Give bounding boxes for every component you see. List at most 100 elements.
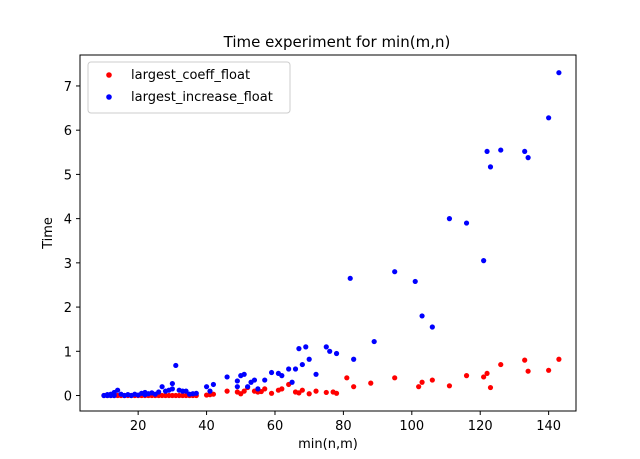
point-largest-increase-float-24	[169, 380, 175, 387]
point-largest-increase-float-75	[546, 115, 552, 121]
point-largest-increase-float-46	[268, 369, 275, 376]
point-largest-coeff-float-59	[429, 377, 435, 383]
point-largest-increase-float-36	[224, 374, 230, 380]
point-largest-coeff-float-57	[416, 384, 422, 390]
point-largest-increase-float-67	[446, 216, 453, 222]
point-largest-increase-float-66	[429, 324, 435, 330]
x-tick-label-100: 100	[399, 419, 424, 434]
point-largest-increase-float-53	[299, 361, 305, 368]
point-largest-increase-float-71	[487, 164, 494, 170]
point-largest-increase-float-64	[412, 278, 418, 285]
y-tick-label-6: 6	[64, 124, 72, 139]
point-largest-increase-float-70	[484, 148, 490, 155]
point-largest-increase-float-54	[303, 344, 309, 350]
point-largest-coeff-float-66	[522, 357, 528, 363]
legend-box	[87, 61, 291, 114]
y-tick-label-7: 7	[64, 80, 72, 95]
point-largest-increase-float-59	[333, 350, 340, 357]
x-tick-label-40: 40	[198, 419, 215, 434]
point-largest-increase-float-37	[234, 378, 240, 384]
point-largest-coeff-float-35	[241, 388, 247, 394]
point-largest-coeff-float-63	[484, 370, 490, 377]
point-largest-increase-float-73	[522, 148, 528, 155]
legend-marker-largest-coeff-float	[106, 72, 112, 78]
x-axis-ticks: 20 40 60 80 100 120 140	[130, 411, 561, 434]
point-largest-increase-float-49	[286, 366, 292, 372]
x-tick-label-20: 20	[130, 419, 147, 434]
y-tick-label-4: 4	[64, 213, 72, 228]
point-largest-coeff-float-65	[498, 361, 504, 368]
point-largest-increase-float-20	[156, 389, 162, 395]
point-largest-coeff-float-58	[419, 379, 425, 385]
x-tick-label-120: 120	[468, 419, 493, 434]
point-largest-coeff-float-40	[262, 386, 268, 392]
point-largest-coeff-float-68	[546, 367, 552, 373]
plot-points	[101, 70, 562, 399]
x-tick-label-140: 140	[536, 419, 561, 434]
point-largest-increase-float-40	[241, 371, 247, 377]
y-tick-label-1: 1	[64, 345, 72, 360]
point-largest-increase-float-48	[279, 373, 285, 379]
point-largest-increase-float-56	[313, 371, 319, 377]
point-largest-increase-float-43	[251, 377, 258, 383]
point-largest-coeff-float-31	[210, 391, 217, 397]
point-largest-increase-float-41	[245, 384, 251, 390]
point-largest-coeff-float-43	[279, 386, 285, 392]
point-largest-coeff-float-41	[268, 390, 275, 396]
point-largest-increase-float-51	[292, 366, 299, 372]
point-largest-increase-float-50	[289, 379, 295, 385]
point-largest-increase-float-52	[296, 346, 302, 352]
legend-marker-largest-increase-float	[106, 94, 112, 100]
point-largest-coeff-float-62	[481, 374, 487, 380]
point-largest-increase-float-74	[525, 155, 531, 161]
y-tick-label-3: 3	[64, 257, 72, 272]
point-largest-coeff-float-55	[368, 380, 374, 386]
point-largest-increase-float-34	[207, 388, 213, 394]
point-largest-increase-float-29	[183, 388, 189, 394]
point-largest-coeff-float-32	[224, 388, 230, 394]
point-largest-coeff-float-48	[306, 391, 312, 397]
point-largest-coeff-float-54	[351, 384, 357, 390]
point-largest-increase-float-32	[193, 390, 199, 396]
x-tick-label-80: 80	[335, 419, 352, 434]
point-largest-coeff-float-53	[344, 375, 350, 381]
chart-title: Time experiment for min(m,n)	[223, 33, 451, 51]
point-largest-increase-float-25	[169, 386, 175, 392]
point-largest-coeff-float-56	[392, 375, 398, 381]
x-axis-label: min(n,m)	[298, 437, 358, 452]
point-largest-coeff-float-49	[313, 388, 319, 394]
point-largest-increase-float-76	[556, 70, 562, 76]
point-largest-coeff-float-50	[323, 389, 329, 396]
y-axis-label: Time	[41, 217, 56, 250]
point-largest-increase-float-38	[234, 384, 240, 390]
point-largest-coeff-float-67	[525, 368, 531, 374]
point-largest-increase-float-68	[463, 220, 470, 226]
point-largest-increase-float-65	[419, 313, 425, 319]
point-largest-increase-float-7	[115, 387, 121, 393]
point-largest-increase-float-26	[173, 362, 179, 369]
legend: largest_coeff_float largest_increase_flo…	[87, 61, 291, 114]
legend-label-largest-increase-float: largest_increase_float	[131, 90, 273, 105]
point-largest-increase-float-57	[323, 344, 329, 350]
point-largest-increase-float-45	[262, 377, 268, 383]
point-largest-coeff-float-69	[556, 356, 562, 362]
y-tick-label-5: 5	[64, 168, 72, 183]
point-largest-increase-float-33	[203, 384, 210, 390]
point-largest-increase-float-72	[498, 147, 504, 153]
point-largest-increase-float-35	[210, 381, 217, 388]
point-largest-increase-float-55	[306, 356, 312, 362]
point-largest-increase-float-63	[392, 269, 398, 275]
point-largest-coeff-float-64	[487, 384, 494, 391]
point-largest-coeff-float-47	[299, 387, 305, 393]
point-largest-increase-float-61	[351, 356, 357, 362]
point-largest-coeff-float-52	[333, 390, 340, 396]
point-largest-increase-float-21	[159, 384, 165, 390]
point-largest-increase-float-44	[255, 386, 261, 392]
plot-frame	[79, 54, 577, 412]
point-largest-increase-float-62	[371, 338, 377, 345]
y-tick-label-0: 0	[64, 390, 72, 405]
legend-label-largest-coeff-float: largest_coeff_float	[131, 68, 250, 83]
point-largest-increase-float-69	[481, 258, 487, 264]
y-tick-label-2: 2	[64, 301, 72, 316]
